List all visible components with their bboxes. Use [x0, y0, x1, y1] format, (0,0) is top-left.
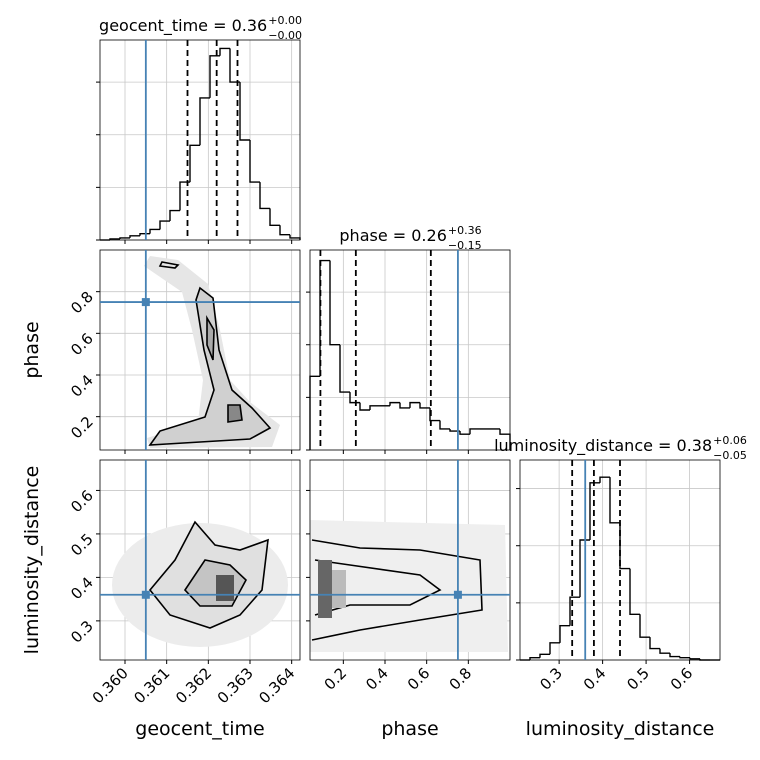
- x-tick-label: 0.364: [255, 664, 298, 707]
- y-tick-label: 0.6: [67, 487, 97, 517]
- hist-step: [629, 568, 640, 615]
- hist-step: [289, 234, 301, 240]
- hist-step: [649, 637, 660, 650]
- hist-step: [669, 653, 680, 658]
- panel-title: phase = 0.26: [339, 226, 446, 245]
- hist-step: [279, 225, 290, 236]
- y-tick-label: 0.4: [67, 573, 97, 603]
- hist-step: [659, 648, 670, 654]
- panel-title: geocent_time = 0.36: [99, 16, 267, 36]
- hist-step: [409, 401, 420, 408]
- title-upper: +0.00: [268, 14, 302, 27]
- hist-step: [549, 642, 560, 655]
- panel-frame: [99, 459, 301, 661]
- hist-step: [249, 140, 260, 183]
- x-axis-label: geocent_time: [135, 718, 264, 740]
- hist-step: [419, 402, 430, 409]
- hist-step: [189, 144, 200, 183]
- x-tick-label: 0.3: [536, 664, 566, 694]
- hist-step: [559, 625, 570, 643]
- hist-step: [699, 658, 710, 661]
- hist-step: [359, 402, 370, 411]
- hist-step: [569, 596, 580, 626]
- hist-step: [309, 375, 320, 450]
- y-tick-label: 0.3: [67, 617, 97, 647]
- title-lower: −0.05: [713, 449, 747, 462]
- panel-title: luminosity_distance = 0.38: [494, 436, 712, 456]
- hist-step: [329, 260, 340, 346]
- x-tick-label: 0.4: [580, 664, 610, 694]
- hist-step: [589, 482, 600, 540]
- y-tick-label: 0.5: [67, 530, 97, 560]
- panel-frame: [99, 39, 301, 241]
- hist-step: [119, 237, 130, 239]
- x-tick-label: 0.6: [667, 664, 697, 694]
- hist-step: [269, 208, 280, 226]
- panel-frame: [309, 249, 511, 451]
- hist-step: [599, 476, 610, 483]
- truth-marker: [141, 298, 150, 307]
- x-tick-label: 0.8: [446, 664, 476, 694]
- hist-step: [399, 402, 410, 409]
- hist-step: [199, 97, 210, 146]
- x-tick-label: 0.5: [623, 664, 653, 694]
- x-axis-label: phase: [381, 718, 438, 740]
- hist-step: [159, 220, 170, 230]
- hist-step: [679, 656, 690, 659]
- truth-marker: [141, 590, 150, 599]
- hist-step: [259, 182, 270, 210]
- panel-frame: [309, 459, 511, 661]
- hist-step: [179, 181, 190, 211]
- hist-step: [539, 653, 550, 658]
- title-upper: +0.36: [448, 224, 482, 237]
- hist-step: [689, 657, 700, 660]
- hist-step: [449, 428, 460, 432]
- hist-step: [469, 428, 480, 435]
- x-tick-label: 0.363: [214, 664, 257, 707]
- hist-step: [109, 238, 120, 240]
- title-lower: −0.15: [448, 239, 482, 252]
- hist-step: [609, 477, 620, 524]
- hist-step: [229, 48, 240, 83]
- y-axis-label: phase: [21, 321, 43, 378]
- hist-step: [639, 614, 650, 638]
- hist-step: [339, 344, 350, 393]
- hist-step: [529, 657, 540, 660]
- x-tick-label: 0.6: [404, 664, 434, 694]
- hist-step: [369, 405, 380, 410]
- y-tick-label: 0.4: [67, 371, 97, 401]
- title-lower: −0.00: [268, 29, 302, 42]
- y-tick-label: 0.6: [67, 329, 97, 359]
- hist-step: [319, 259, 330, 377]
- x-tick-label: 0.2: [321, 664, 351, 694]
- hist-step: [619, 522, 630, 570]
- x-tick-label: 0.360: [89, 664, 132, 707]
- hist-step: [499, 428, 511, 450]
- title-upper: +0.06: [713, 434, 747, 447]
- y-tick-label: 0.2: [67, 413, 97, 443]
- hist-step: [439, 420, 450, 430]
- hist-step: [209, 55, 220, 98]
- x-tick-label: 0.362: [172, 664, 215, 707]
- hist-step: [129, 235, 140, 238]
- truth-marker: [453, 590, 462, 599]
- x-tick-label: 0.361: [130, 664, 173, 707]
- hist-step: [149, 228, 160, 234]
- hist-step: [219, 47, 230, 56]
- hist-step: [459, 431, 470, 435]
- y-axis-label: luminosity_distance: [21, 466, 43, 655]
- x-axis-label: luminosity_distance: [526, 718, 715, 740]
- y-tick-label: 0.8: [67, 288, 97, 318]
- hist-step: [169, 209, 180, 222]
- hist-step: [389, 401, 400, 406]
- panel-frame: [99, 249, 301, 451]
- hist-step: [239, 82, 250, 141]
- hist-step: [579, 539, 590, 598]
- x-tick-label: 0.4: [362, 664, 392, 694]
